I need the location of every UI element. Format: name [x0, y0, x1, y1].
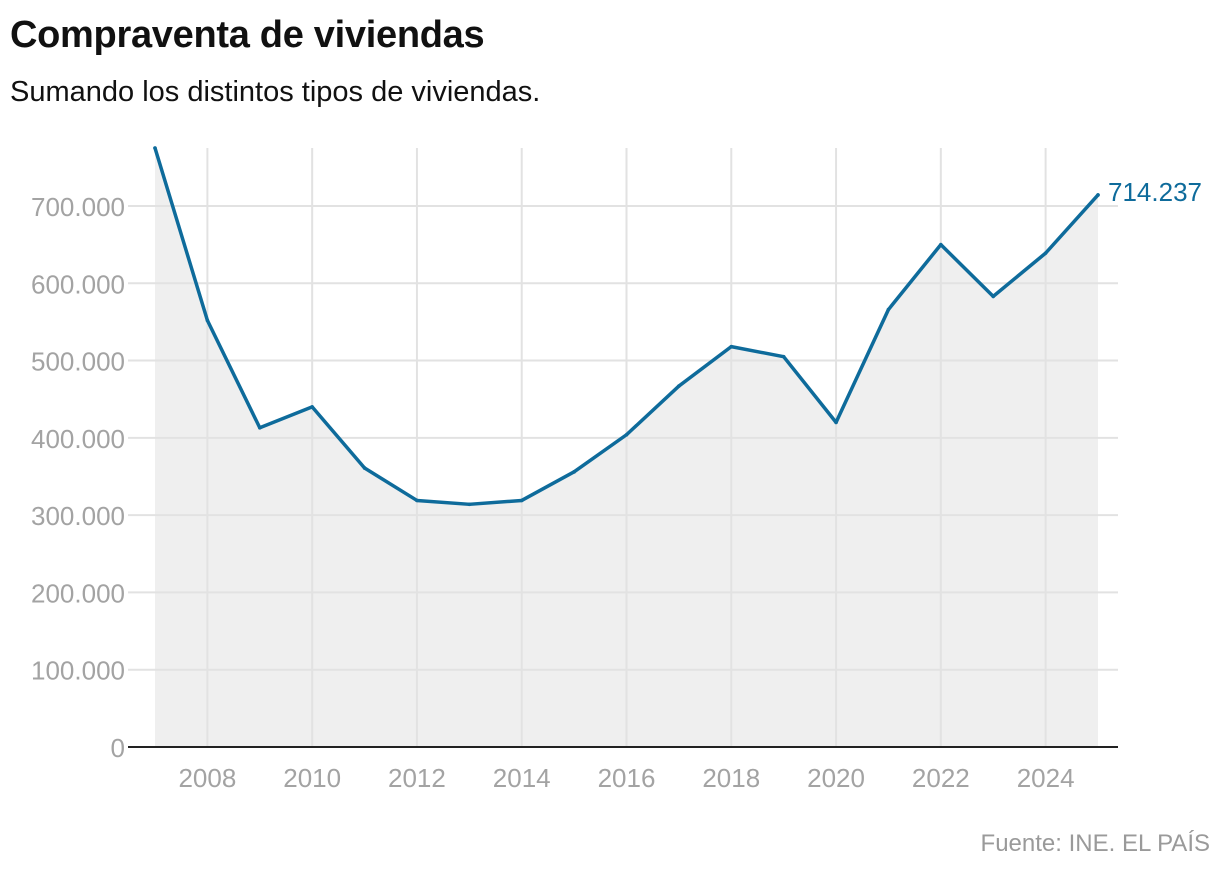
- data-point-2018: [729, 344, 734, 349]
- y-tick-label-300.000: 300.000: [31, 501, 125, 531]
- y-tick-label-500.000: 500.000: [31, 347, 125, 377]
- source-note: Fuente: INE. EL PAÍS: [980, 830, 1210, 857]
- y-tick-label-400.000: 400.000: [31, 424, 125, 454]
- data-point-2007: [153, 146, 157, 150]
- data-point-2020: [834, 420, 838, 425]
- x-tick-label-2016: 2016: [598, 763, 656, 793]
- y-tick-label-200.000: 200.000: [31, 578, 125, 608]
- chart-title: Compraventa de viviendas: [10, 14, 485, 56]
- x-tick-label-2022: 2022: [912, 763, 970, 793]
- data-point-2009: [257, 425, 262, 430]
- x-tick-label-2014: 2014: [493, 763, 551, 793]
- x-tick-label-2024: 2024: [1017, 763, 1075, 793]
- data-point-2023: [991, 294, 996, 299]
- x-tick-label-2018: 2018: [702, 763, 760, 793]
- data-point-2025: [1096, 193, 1100, 197]
- y-tick-label-0: 0: [111, 733, 125, 763]
- x-tick-label-2008: 2008: [178, 763, 236, 793]
- x-tick-label-2012: 2012: [388, 763, 446, 793]
- data-point-2016: [624, 432, 629, 437]
- data-point-2015: [572, 470, 576, 474]
- x-tick-label-2020: 2020: [807, 763, 865, 793]
- data-point-2021: [886, 307, 891, 312]
- data-point-2024: [1043, 251, 1048, 255]
- data-point-2014: [519, 498, 524, 503]
- data-point-2019: [781, 354, 786, 359]
- chart-subtitle: Sumando los distintos tipos de viviendas…: [10, 76, 541, 108]
- y-tick-label-100.000: 100.000: [31, 656, 125, 686]
- y-tick-label-600.000: 600.000: [31, 269, 125, 299]
- end-value-label: 714.237: [1108, 177, 1202, 207]
- data-point-2017: [677, 384, 681, 388]
- data-point-2008: [205, 318, 210, 323]
- data-point-2010: [310, 405, 314, 409]
- data-point-2022: [939, 242, 943, 247]
- data-point-2011: [362, 466, 367, 470]
- x-tick-label-2010: 2010: [283, 763, 341, 793]
- y-tick-label-700.000: 700.000: [31, 192, 125, 222]
- data-point-2013: [467, 502, 472, 507]
- data-point-2012: [415, 498, 419, 503]
